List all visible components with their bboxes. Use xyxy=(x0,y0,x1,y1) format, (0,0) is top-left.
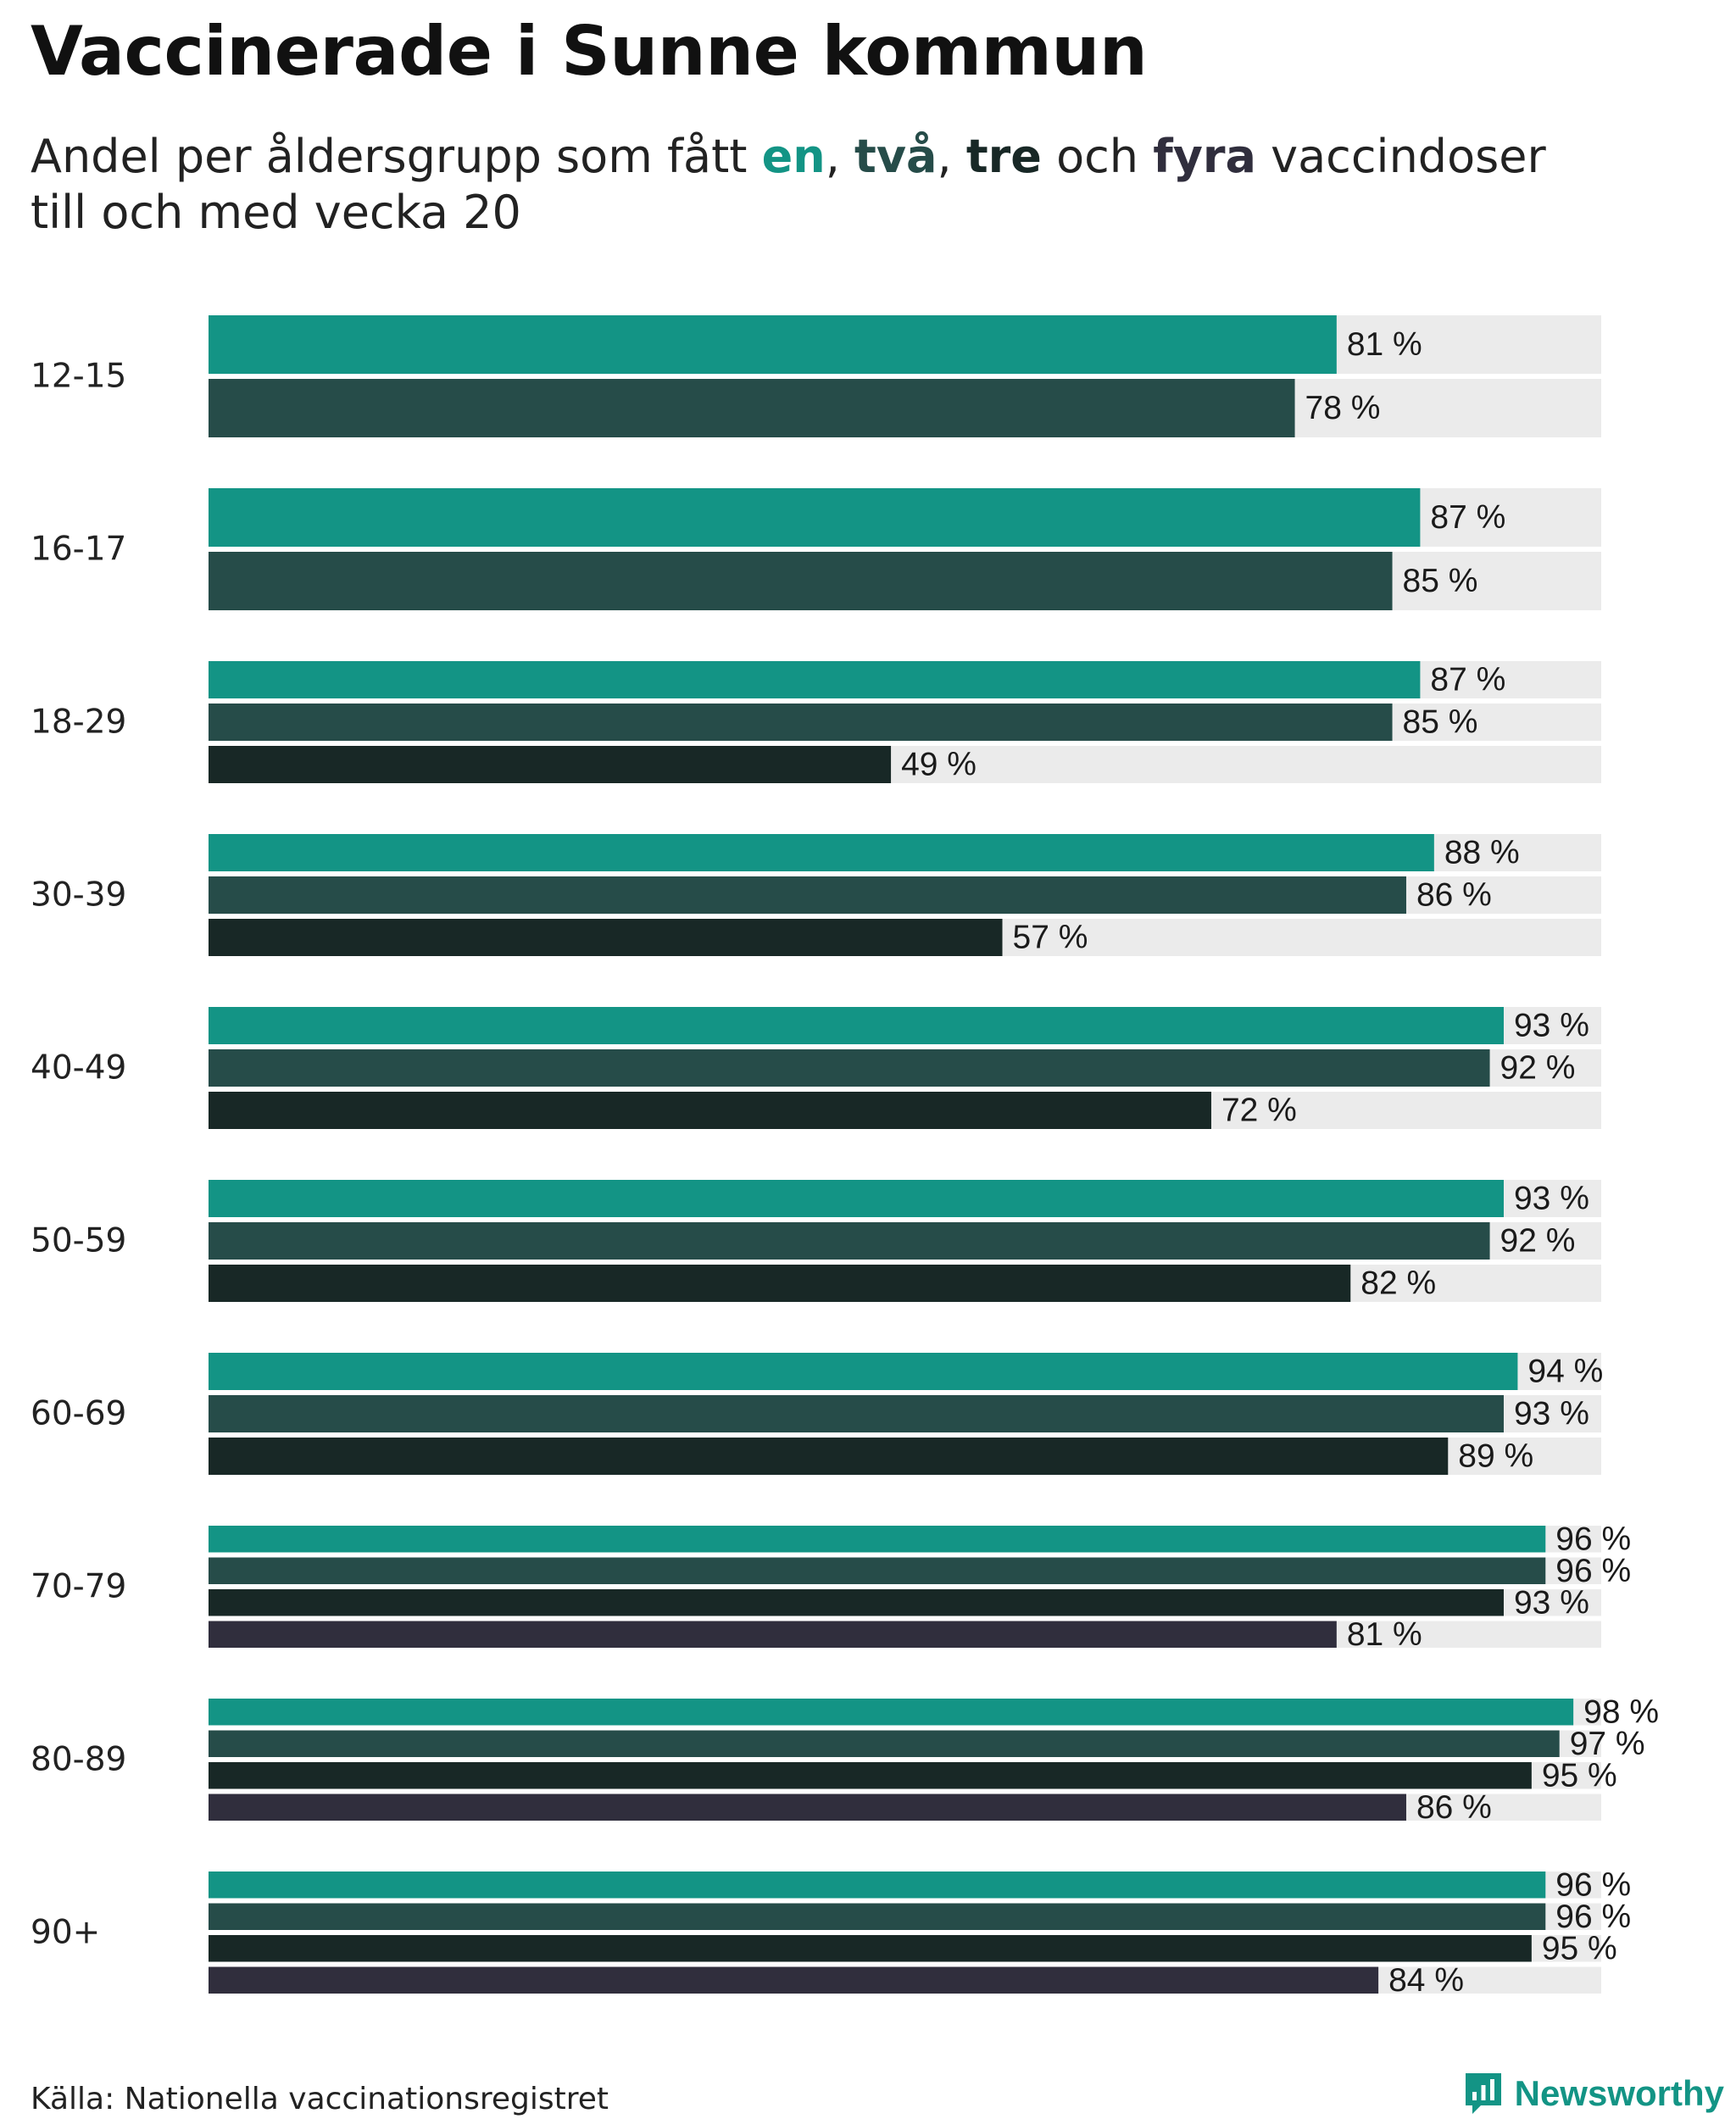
value-label: 97 % xyxy=(1570,1726,1645,1762)
source-note: Källa: Nationella vaccinationsregistret xyxy=(31,2082,609,2116)
subtitle-line2: till och med vecka 20 xyxy=(31,186,521,239)
bar-två xyxy=(209,1903,1546,1930)
bar-en xyxy=(209,661,1421,698)
value-label: 93 % xyxy=(1514,1584,1589,1621)
bar-två xyxy=(209,1222,1490,1260)
bar-två xyxy=(209,1049,1490,1087)
bar-två xyxy=(209,1557,1546,1584)
bar-en xyxy=(209,834,1434,871)
bar-två xyxy=(209,1730,1560,1757)
bar-en xyxy=(209,488,1421,547)
bar-chart: 12-15 81 % 78 % 16-17 87 % 85 % 18-29 87 % 85 % 4… xyxy=(31,315,1659,1999)
value-label: 95 % xyxy=(1542,1757,1617,1794)
value-label: 85 % xyxy=(1403,563,1478,599)
value-label: 95 % xyxy=(1542,1930,1617,1966)
value-label: 78 % xyxy=(1305,390,1381,426)
bar-tre xyxy=(209,1762,1532,1789)
subtitle-key-en: en xyxy=(761,130,826,183)
bar-tre xyxy=(209,1935,1532,1962)
value-label: 86 % xyxy=(1416,1789,1492,1826)
value-label: 96 % xyxy=(1555,1899,1631,1935)
value-label: 85 % xyxy=(1403,704,1478,741)
bar-två xyxy=(209,379,1295,437)
value-label: 84 % xyxy=(1388,1962,1464,1999)
value-label: 72 % xyxy=(1221,1093,1297,1129)
bar-en xyxy=(209,315,1337,374)
value-label: 92 % xyxy=(1500,1050,1576,1087)
bar-två xyxy=(209,704,1393,741)
value-label: 87 % xyxy=(1430,499,1505,536)
value-label: 81 % xyxy=(1347,1616,1422,1653)
bar-två xyxy=(209,876,1406,914)
bar-en xyxy=(209,1526,1546,1553)
value-label: 93 % xyxy=(1514,1396,1589,1432)
value-label: 89 % xyxy=(1458,1438,1533,1475)
bar-fyra xyxy=(209,1794,1406,1821)
chart-title: Vaccinerade i Sunne kommun xyxy=(31,12,1148,91)
category-label: 30-39 xyxy=(31,876,126,915)
brand-logo: Newsworthy xyxy=(1462,2070,1724,2117)
value-label: 86 % xyxy=(1416,877,1492,914)
subtitle-key-fyra: fyra xyxy=(1153,130,1256,183)
value-label: 49 % xyxy=(901,747,976,783)
value-label: 94 % xyxy=(1527,1354,1603,1390)
category-label: 40-49 xyxy=(31,1049,126,1087)
category-label: 12-15 xyxy=(31,358,126,396)
subtitle-prefix: Andel per åldersgrupp som fått xyxy=(31,130,762,183)
value-label: 96 % xyxy=(1555,1866,1631,1903)
chart-subtitle: Andel per åldersgrupp som fått en, två, … xyxy=(31,129,1641,241)
brand-name: Newsworthy xyxy=(1514,2073,1724,2113)
value-label: 93 % xyxy=(1514,1008,1589,1044)
category-label: 60-69 xyxy=(31,1395,126,1433)
value-label: 88 % xyxy=(1444,835,1520,871)
category-label: 50-59 xyxy=(31,1222,126,1260)
bar-tre xyxy=(209,746,892,783)
bar-två xyxy=(209,552,1393,610)
category-label: 18-29 xyxy=(31,704,126,742)
newsworthy-logo-icon xyxy=(1465,2073,1501,2114)
value-label: 98 % xyxy=(1583,1694,1659,1730)
bar-en xyxy=(209,1872,1546,1899)
category-label: 90+ xyxy=(31,1914,100,1952)
value-label: 57 % xyxy=(1013,920,1088,956)
subtitle-sep: , xyxy=(825,130,855,183)
bar-en xyxy=(209,1180,1504,1217)
bar-tre xyxy=(209,1092,1211,1129)
category-label: 70-79 xyxy=(31,1568,126,1606)
subtitle-suffix: vaccindoser xyxy=(1255,130,1546,183)
bar-en xyxy=(209,1353,1518,1390)
value-label: 96 % xyxy=(1555,1521,1631,1557)
bar-tre xyxy=(209,919,1003,956)
bar-en xyxy=(209,1699,1574,1726)
value-label: 93 % xyxy=(1514,1181,1589,1217)
subtitle-sep: och xyxy=(1041,130,1154,183)
bar-en xyxy=(209,1007,1504,1044)
value-label: 81 % xyxy=(1347,326,1422,363)
value-label: 82 % xyxy=(1360,1265,1436,1302)
bar-fyra xyxy=(209,1621,1337,1648)
bar-fyra xyxy=(209,1966,1379,1994)
subtitle-sep: , xyxy=(937,130,966,183)
category-label: 80-89 xyxy=(31,1741,126,1779)
value-label: 92 % xyxy=(1500,1223,1576,1260)
subtitle-key-tva: två xyxy=(854,130,938,183)
bar-tre xyxy=(209,1265,1351,1302)
bar-tre xyxy=(209,1438,1449,1475)
bar-tre xyxy=(209,1589,1504,1616)
bar-två xyxy=(209,1395,1504,1432)
subtitle-key-tre: tre xyxy=(965,130,1042,183)
value-label: 87 % xyxy=(1430,662,1505,698)
value-label: 96 % xyxy=(1555,1553,1631,1589)
category-label: 16-17 xyxy=(31,531,126,569)
